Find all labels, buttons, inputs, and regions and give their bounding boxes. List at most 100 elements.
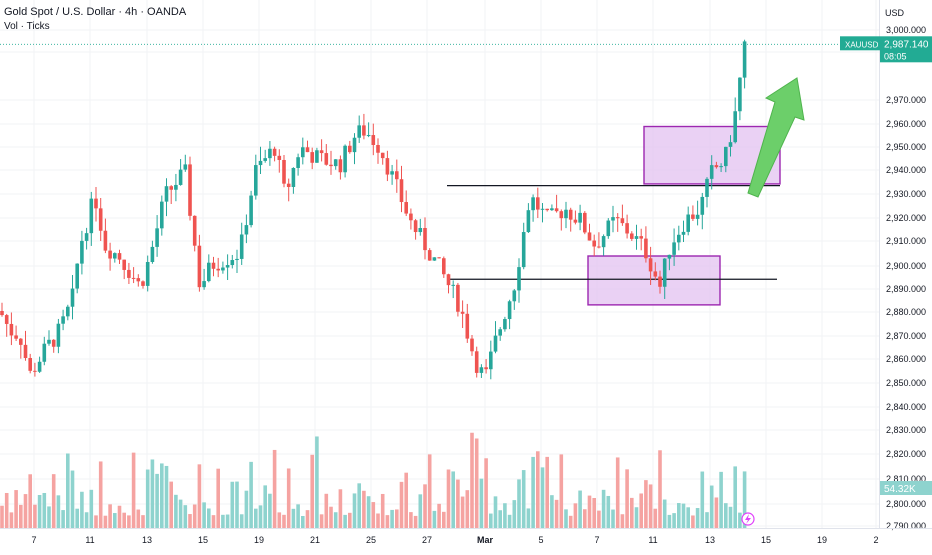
volume-bar [324, 493, 329, 528]
price-tick-label: 2,820.000 [886, 449, 926, 459]
volume-bar [573, 503, 578, 528]
candle-body [700, 196, 705, 215]
candle-body [601, 236, 606, 248]
candle-body [235, 258, 239, 261]
volume-bar [366, 496, 371, 528]
candle-body [474, 351, 479, 373]
volume-bar [432, 510, 437, 528]
volume-bar [160, 463, 164, 528]
candle-body [536, 197, 540, 210]
volume-bar [254, 508, 258, 528]
time-tick-label: Mar [477, 535, 494, 545]
candle-body [258, 160, 263, 166]
candle-body [507, 301, 512, 320]
volume-bar [479, 478, 484, 528]
candle-body [686, 214, 690, 232]
volume-bar [634, 507, 639, 528]
volume-bar [611, 509, 615, 528]
time-tick-label: 25 [366, 535, 376, 545]
candle-body [413, 220, 418, 233]
candle-body [559, 211, 564, 219]
drawing-annotations[interactable] [447, 77, 805, 306]
volume-bar [66, 453, 70, 528]
volume-bar [399, 481, 404, 528]
volume-bar [216, 468, 220, 528]
volume-bar [554, 499, 559, 528]
price-tick-label: 2,930.000 [886, 189, 926, 199]
volume-bar [719, 471, 723, 528]
currency-label[interactable]: USD [885, 8, 905, 18]
volume-bar [310, 454, 314, 528]
candle-body [606, 220, 611, 237]
volume-bar [333, 512, 338, 528]
candle-body [66, 306, 70, 317]
candle-body [465, 313, 470, 339]
candle-body [131, 277, 136, 279]
volume-bar [169, 481, 173, 528]
candle-body [550, 208, 554, 211]
candle-body [362, 125, 366, 136]
rectangle-zone[interactable] [587, 255, 721, 306]
volume-bar [376, 513, 380, 528]
volume-bar [423, 484, 427, 528]
candle-body [531, 197, 535, 211]
volume-bar [28, 474, 32, 528]
volume-bar [709, 485, 714, 528]
candle-body [583, 212, 587, 233]
candle-body [545, 208, 549, 211]
candle-body [695, 214, 700, 219]
volume-indicator-label[interactable]: Vol · Ticks [4, 21, 50, 32]
volume-bar [427, 454, 432, 528]
candle-body [691, 214, 695, 219]
price-tick-label: 2,800.000 [886, 499, 926, 509]
candle-body [738, 77, 742, 112]
candle-body [517, 267, 521, 291]
candle-body [51, 339, 56, 347]
volume-bar [263, 485, 267, 528]
candle-body [305, 147, 310, 153]
volume-bar [207, 508, 211, 528]
candle-body [127, 269, 131, 278]
candle-body [681, 231, 686, 235]
candle-body [221, 267, 225, 271]
price-axis[interactable]: 3,000.0002,990.0002,970.0002,960.0002,95… [879, 0, 927, 531]
candle-body [423, 228, 427, 251]
price-tick-label: 2,900.000 [886, 261, 926, 271]
candle-body [714, 165, 719, 168]
candle-body [117, 253, 122, 260]
candle-body [512, 290, 517, 302]
candle-body [9, 323, 14, 336]
candle-body [719, 166, 723, 168]
volume-bar [484, 458, 488, 528]
volume-bar [742, 471, 747, 528]
volume-bar [127, 515, 131, 528]
candle-body [357, 125, 361, 138]
volume-bar [277, 512, 282, 528]
symbol-badge [840, 36, 880, 51]
time-tick-label: 19 [817, 535, 827, 545]
volume-bar [489, 513, 493, 528]
volume-bar [639, 493, 643, 528]
lightning-icon[interactable] [741, 512, 755, 526]
volume-bar [681, 503, 686, 528]
volume-bar [587, 495, 592, 528]
up-arrow-icon[interactable] [747, 77, 805, 198]
candle-body [136, 278, 141, 282]
volume-bar [362, 490, 366, 528]
time-tick-label: 7 [31, 535, 36, 545]
volume-bar [249, 461, 253, 528]
lightning-icon-bolt [745, 514, 751, 524]
volume-bar [291, 508, 296, 528]
candle-body [399, 179, 404, 203]
candle-body [329, 164, 333, 167]
candle-body [390, 171, 394, 175]
candle-body [108, 250, 112, 259]
candle-body [37, 361, 42, 372]
candle-body [493, 335, 498, 352]
time-axis[interactable]: 7 11 13 15 19 21 25 27 Mar 5 7 11 13 15 19 2 [0, 528, 932, 546]
volume-bar [630, 497, 634, 528]
candle-body [338, 159, 343, 173]
volume-bar [183, 505, 188, 528]
